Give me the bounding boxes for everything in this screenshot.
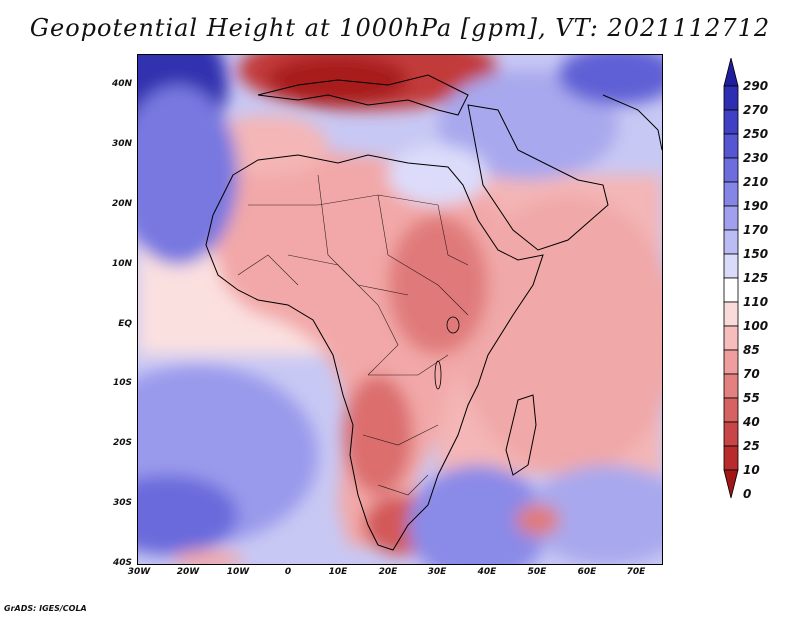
colorbar-cell xyxy=(723,397,739,423)
colorbar-label: 190 xyxy=(743,199,769,213)
lon-label-30w: 30W xyxy=(127,567,151,577)
colorbar-label: 170 xyxy=(743,223,769,237)
colorbar-label: 110 xyxy=(743,295,769,309)
lon-label-60e: 60E xyxy=(577,567,597,577)
colorbar-cell xyxy=(723,277,739,303)
height-shading xyxy=(138,55,662,564)
lat-label-eq: EQ xyxy=(118,319,132,329)
lon-label-20e: 20E xyxy=(378,567,398,577)
colorbar-label: 290 xyxy=(743,79,769,93)
colorbar xyxy=(723,58,739,499)
colorbar-label: 230 xyxy=(743,151,769,165)
colorbar-label: 70 xyxy=(743,367,760,381)
lat-label-30s: 30S xyxy=(112,498,132,508)
country-borders xyxy=(237,174,469,496)
colorbar-cell xyxy=(723,229,739,255)
map-plot xyxy=(138,55,662,564)
colorbar-cell xyxy=(723,253,739,279)
colorbar-label: 10 xyxy=(743,463,760,477)
colorbar-label: 250 xyxy=(743,127,769,141)
colorbar-label: 55 xyxy=(743,391,760,405)
colorbar-cell xyxy=(723,133,739,159)
colorbar-label: 210 xyxy=(743,175,769,189)
colorbar-cell xyxy=(723,421,739,447)
colorbar-cell xyxy=(723,445,739,471)
colorbar-cell-top xyxy=(723,58,739,87)
colorbar-cell-bottom xyxy=(723,469,739,499)
lat-label-40n: 40N xyxy=(111,79,132,89)
colorbar-cell xyxy=(723,349,739,375)
lat-label-10s: 10S xyxy=(112,378,132,388)
map-title: Geopotential Height at 1000hPa [gpm], VT… xyxy=(29,14,771,42)
lat-label-40s: 40S xyxy=(112,558,132,568)
lon-label-30e: 30E xyxy=(427,567,447,577)
lon-label-10e: 10E xyxy=(328,567,348,577)
colorbar-label: 0 xyxy=(743,487,752,501)
lat-label-20s: 20S xyxy=(112,438,132,448)
lon-label-40e: 40E xyxy=(477,567,497,577)
colorbar-label: 270 xyxy=(743,103,769,117)
colorbar-cell xyxy=(723,157,739,183)
lat-label-20n: 20N xyxy=(111,199,132,209)
colorbar-label: 25 xyxy=(743,439,760,453)
colorbar-cell xyxy=(723,373,739,399)
colorbar-cell xyxy=(723,205,739,231)
credit-text: GrADS: IGES/COLA xyxy=(4,604,87,613)
colorbar-cell xyxy=(723,325,739,351)
lon-label-70e: 70E xyxy=(626,567,646,577)
coastlines xyxy=(205,74,662,551)
lon-label-20w: 20W xyxy=(176,567,200,577)
colorbar-cell xyxy=(723,301,739,327)
colorbar-cell xyxy=(723,109,739,135)
lat-label-30n: 30N xyxy=(111,139,132,149)
colorbar-label: 150 xyxy=(743,247,769,261)
lon-label-0: 0 xyxy=(284,567,292,577)
lakes xyxy=(434,316,460,390)
colorbar-label: 40 xyxy=(743,415,760,429)
colorbar-label: 125 xyxy=(743,271,769,285)
colorbar-label: 100 xyxy=(743,319,769,333)
colorbar-cell xyxy=(723,85,739,111)
lon-label-10w: 10W xyxy=(226,567,250,577)
lat-label-10n: 10N xyxy=(111,259,132,269)
colorbar-cell xyxy=(723,181,739,207)
colorbar-label: 85 xyxy=(743,343,760,357)
map-panel xyxy=(137,54,663,565)
lon-label-50e: 50E xyxy=(527,567,547,577)
